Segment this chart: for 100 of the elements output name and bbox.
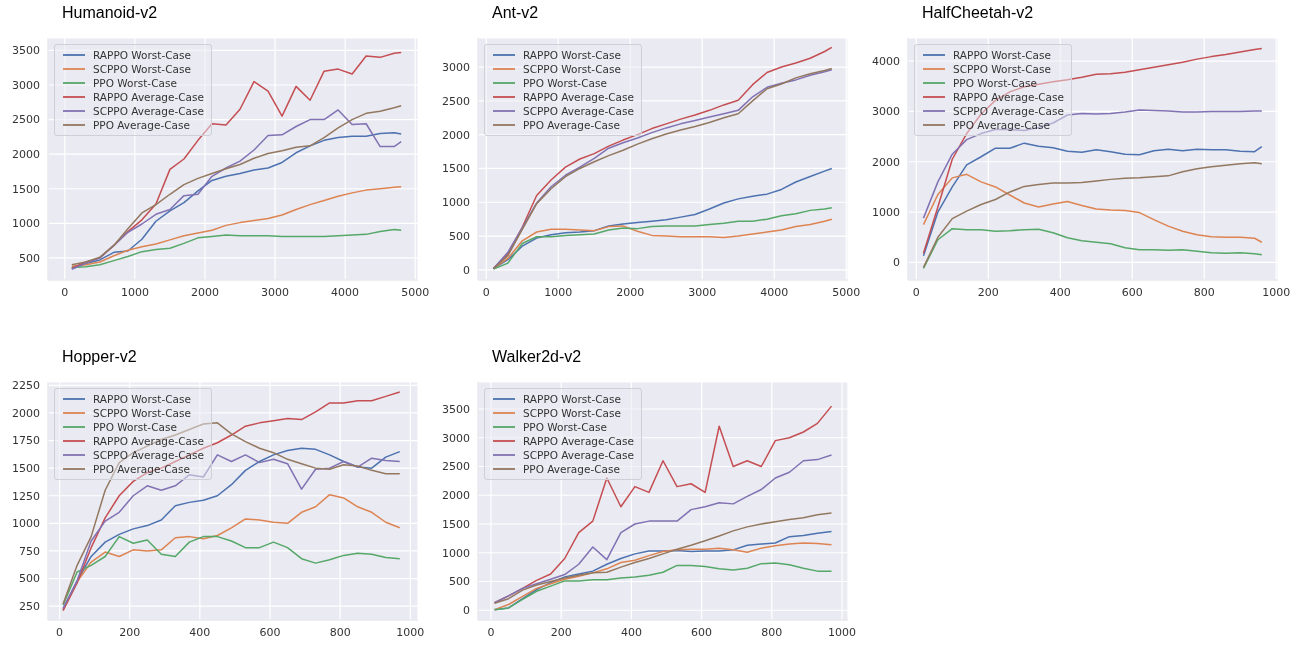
chart-title: Humanoid-v2 (62, 4, 158, 22)
line-series (62, 422, 401, 605)
y-tick-label: 250 (19, 600, 40, 614)
y-tick-label: 1500 (12, 462, 40, 476)
y-tick-label: 1500 (442, 162, 470, 176)
y-tick-label: 500 (19, 251, 40, 265)
line-series (922, 109, 1263, 219)
legend-label: SCPPO Average-Case (523, 448, 634, 462)
legend-label: RAPPO Average-Case (93, 90, 204, 104)
y-tick-label: 500 (449, 229, 470, 243)
y-tick-label: 2500 (12, 113, 40, 127)
legend-label: RAPPO Average-Case (953, 90, 1064, 104)
x-tick-label: 3000 (261, 285, 290, 299)
line-series (493, 512, 833, 605)
x-tick-label: 200 (977, 285, 999, 299)
x-tick-label: 1000 (396, 625, 425, 639)
y-tick-label: 3000 (442, 431, 470, 445)
x-tick-label: 5000 (832, 285, 861, 299)
line-series (62, 535, 401, 606)
legend-label: PPO Worst-Case (93, 76, 177, 90)
y-tick-label: 3000 (12, 78, 40, 92)
legend-label: PPO Average-Case (93, 462, 190, 476)
line-series (492, 206, 833, 270)
y-tick-label: 3000 (442, 60, 470, 74)
x-tick-label: 200 (119, 625, 141, 639)
y-tick-label: 2000 (442, 489, 470, 503)
legend-label: SCPPO Worst-Case (93, 406, 191, 420)
chart-title: Ant-v2 (492, 4, 539, 22)
y-tick-label: 1000 (12, 517, 40, 531)
legend-label: SCPPO Average-Case (953, 104, 1064, 118)
y-tick-label: 0 (893, 256, 900, 270)
x-tick-label: 0 (56, 625, 64, 639)
y-tick-label: 2500 (442, 94, 470, 108)
x-tick-label: 800 (329, 625, 351, 639)
x-tick-label: 5000 (401, 285, 430, 299)
y-tick-label: 2250 (12, 379, 40, 393)
y-tick-label: 1500 (12, 182, 40, 196)
y-tick-label: 3000 (872, 105, 900, 119)
x-tick-label: 4000 (760, 285, 789, 299)
legend-label: RAPPO Average-Case (523, 434, 634, 448)
y-tick-label: 1500 (442, 517, 470, 531)
legend-label: PPO Worst-Case (523, 420, 607, 434)
line-series (71, 185, 402, 267)
legend-label: PPO Average-Case (93, 118, 190, 132)
x-tick-label: 600 (691, 625, 713, 639)
x-tick-label: 2000 (616, 285, 645, 299)
line-series (71, 51, 402, 269)
y-tick-label: 2000 (442, 128, 470, 142)
y-tick-label: 1000 (442, 546, 470, 560)
y-tick-label: 1000 (12, 217, 40, 231)
chart-title: Hopper-v2 (62, 348, 137, 366)
x-tick-label: 0 (487, 625, 495, 639)
y-tick-label: 0 (463, 263, 470, 277)
legend-label: RAPPO Worst-Case (93, 392, 191, 406)
legend-label: SCPPO Average-Case (93, 104, 204, 118)
legend-label: PPO Average-Case (523, 462, 620, 476)
y-tick-label: 3500 (12, 44, 40, 58)
y-tick-label: 2000 (872, 155, 900, 169)
legend-label: PPO Average-Case (953, 118, 1050, 132)
line-series (62, 391, 401, 612)
x-tick-label: 2000 (190, 285, 219, 299)
x-tick-label: 1000 (828, 625, 857, 639)
line-series (922, 162, 1263, 269)
legend-label: RAPPO Worst-Case (953, 48, 1051, 62)
x-tick-label: 200 (550, 625, 572, 639)
x-tick-label: 400 (620, 625, 642, 639)
legend-label: SCPPO Worst-Case (93, 62, 191, 76)
x-tick-label: 400 (189, 625, 211, 639)
x-tick-label: 0 (61, 285, 69, 299)
x-tick-label: 3000 (688, 285, 717, 299)
legend-label: SCPPO Worst-Case (523, 406, 621, 420)
line-series (493, 562, 833, 611)
legend-label: SCPPO Average-Case (523, 104, 634, 118)
x-tick-label: 600 (259, 625, 281, 639)
legend-label: PPO Worst-Case (523, 76, 607, 90)
legend-label: RAPPO Worst-Case (523, 392, 621, 406)
y-tick-label: 1000 (442, 196, 470, 210)
y-tick-label: 500 (19, 572, 40, 586)
x-tick-label: 600 (1121, 285, 1143, 299)
y-tick-label: 2000 (12, 406, 40, 420)
x-tick-label: 1000 (544, 285, 573, 299)
y-tick-label: 3500 (442, 402, 470, 416)
legend-label: PPO Worst-Case (93, 420, 177, 434)
x-tick-label: 0 (482, 285, 490, 299)
line-series (922, 173, 1263, 244)
y-tick-label: 2500 (442, 460, 470, 474)
y-tick-label: 0 (463, 604, 470, 618)
x-tick-label: 1000 (1262, 285, 1291, 299)
line-series (922, 142, 1263, 257)
y-tick-label: 4000 (872, 55, 900, 69)
y-tick-label: 1750 (12, 434, 40, 448)
legend-label: RAPPO Average-Case (93, 434, 204, 448)
legend-label: RAPPO Average-Case (523, 90, 634, 104)
legend-label: SCPPO Average-Case (93, 448, 204, 462)
legend-label: SCPPO Worst-Case (953, 62, 1051, 76)
legend-label: RAPPO Worst-Case (523, 48, 621, 62)
legend-label: PPO Average-Case (523, 118, 620, 132)
line-series (922, 47, 1263, 255)
y-tick-label: 750 (19, 544, 40, 558)
x-tick-label: 800 (761, 625, 783, 639)
